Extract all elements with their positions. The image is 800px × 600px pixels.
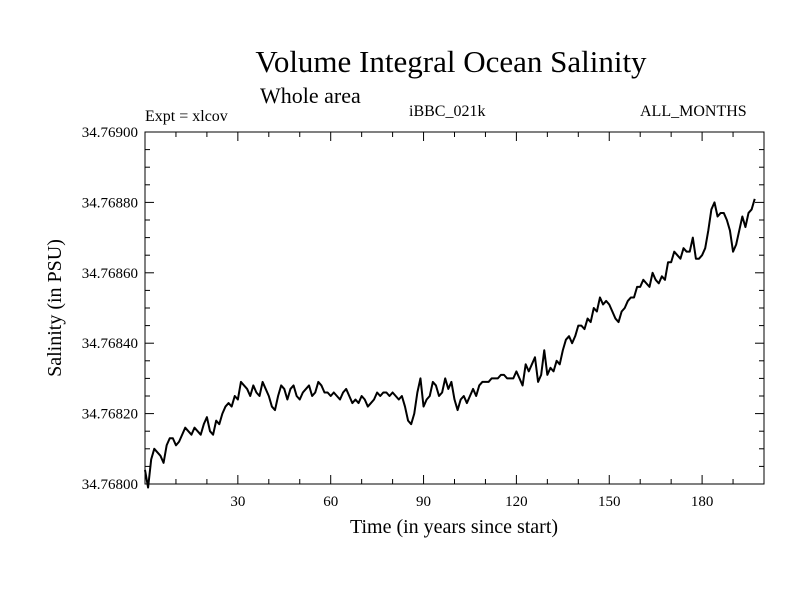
y-tick-label: 34.76820 xyxy=(82,407,138,423)
y-tick-label: 34.76900 xyxy=(82,125,138,141)
x-tick-label: 90 xyxy=(416,494,431,510)
y-tick-label: 34.76800 xyxy=(82,477,138,493)
x-tick-label: 60 xyxy=(323,494,338,510)
salinity-series-line xyxy=(144,198,756,489)
y-axis-label: Salinity (in PSU) xyxy=(44,239,66,377)
period-label: ALL_MONTHS xyxy=(640,103,747,120)
x-axis-label: Time (in years since start) xyxy=(350,516,558,538)
experiment-label: Expt = xlcov xyxy=(145,108,228,125)
x-tick-label: 180 xyxy=(691,494,714,510)
x-axis: 30 60 90 120 150 180 xyxy=(175,132,734,510)
run-id-label: iBBC_021k xyxy=(409,103,485,120)
x-tick-label: 120 xyxy=(505,494,528,510)
chart-title: Volume Integral Ocean Salinity xyxy=(255,44,647,79)
chart-subtitle: Whole area xyxy=(260,83,361,108)
y-tick-label: 34.76840 xyxy=(82,336,138,352)
y-tick-label: 34.76860 xyxy=(82,266,138,282)
y-axis: 34.76800 34.76820 34.76840 34.76860 34.76880… xyxy=(82,125,764,493)
x-tick-label: 30 xyxy=(230,494,245,510)
plot-frame xyxy=(144,131,765,485)
y-tick-label: 34.76880 xyxy=(82,195,138,211)
x-tick-label: 150 xyxy=(598,494,621,510)
